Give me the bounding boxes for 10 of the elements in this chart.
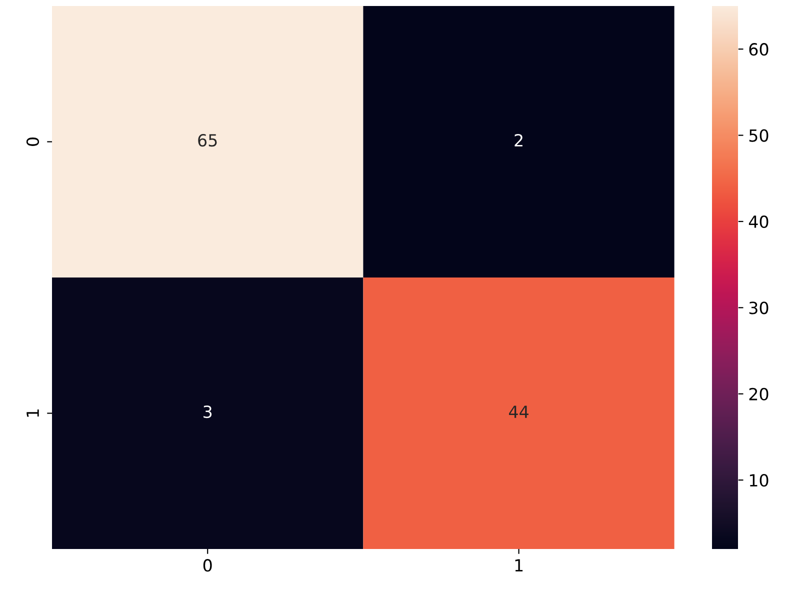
color-bar-label: 50 [749, 129, 768, 142]
color-bar-label: 40 [748, 215, 768, 228]
color-bar-label: 20 [749, 388, 768, 400]
data-label: 3 [204, 405, 212, 418]
color-bar-label: 30 [749, 302, 768, 314]
color-bar-label: 10 [750, 474, 768, 487]
data-label: 44 [509, 406, 528, 418]
color-bar-label: 60 [749, 43, 768, 56]
data-label: 65 [198, 134, 217, 147]
data-label: 2 [514, 134, 522, 146]
